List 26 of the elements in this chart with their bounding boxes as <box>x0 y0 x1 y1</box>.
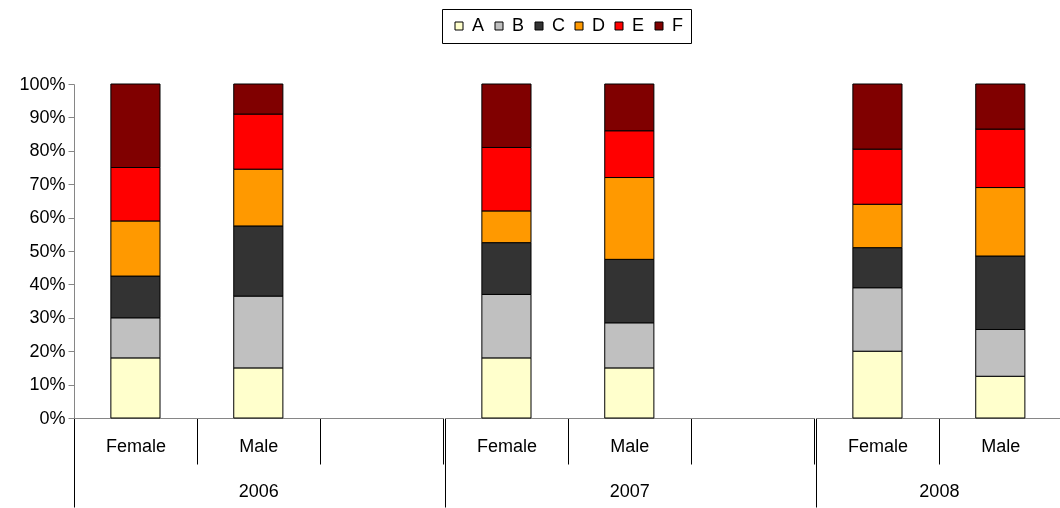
legend-label: C <box>552 15 565 35</box>
legend-label: B <box>512 15 525 35</box>
y-tick-label: 10% <box>29 374 66 395</box>
y-tick-label: 60% <box>29 207 66 228</box>
y-tick-label: 70% <box>29 173 66 194</box>
y-tick-label: 100% <box>19 73 66 94</box>
y-tick-label: 50% <box>29 240 66 261</box>
x-axis-title: 2006 <box>238 480 279 501</box>
legend-label: D <box>592 15 605 35</box>
legend-label: F <box>672 15 683 35</box>
x-tick-label: Male <box>981 435 1021 456</box>
y-tick-label: 20% <box>29 340 66 361</box>
x-tick-label: Male <box>239 435 279 456</box>
x-tick-label: Male <box>610 435 650 456</box>
x-tick-label: Female <box>105 435 166 456</box>
legend-label: E <box>632 15 645 35</box>
y-tick-label: 0% <box>39 407 66 428</box>
y-tick-label: 40% <box>29 273 66 294</box>
legend-label: A <box>472 15 485 35</box>
x-tick-label: Female <box>847 435 908 456</box>
x-tick-label: Female <box>476 435 537 456</box>
y-tick-label: 80% <box>29 140 66 161</box>
y-tick-label: 30% <box>29 307 66 328</box>
x-axis-title: 2008 <box>919 480 960 501</box>
x-axis-title: 2007 <box>609 480 650 501</box>
y-tick-label: 90% <box>29 106 66 127</box>
